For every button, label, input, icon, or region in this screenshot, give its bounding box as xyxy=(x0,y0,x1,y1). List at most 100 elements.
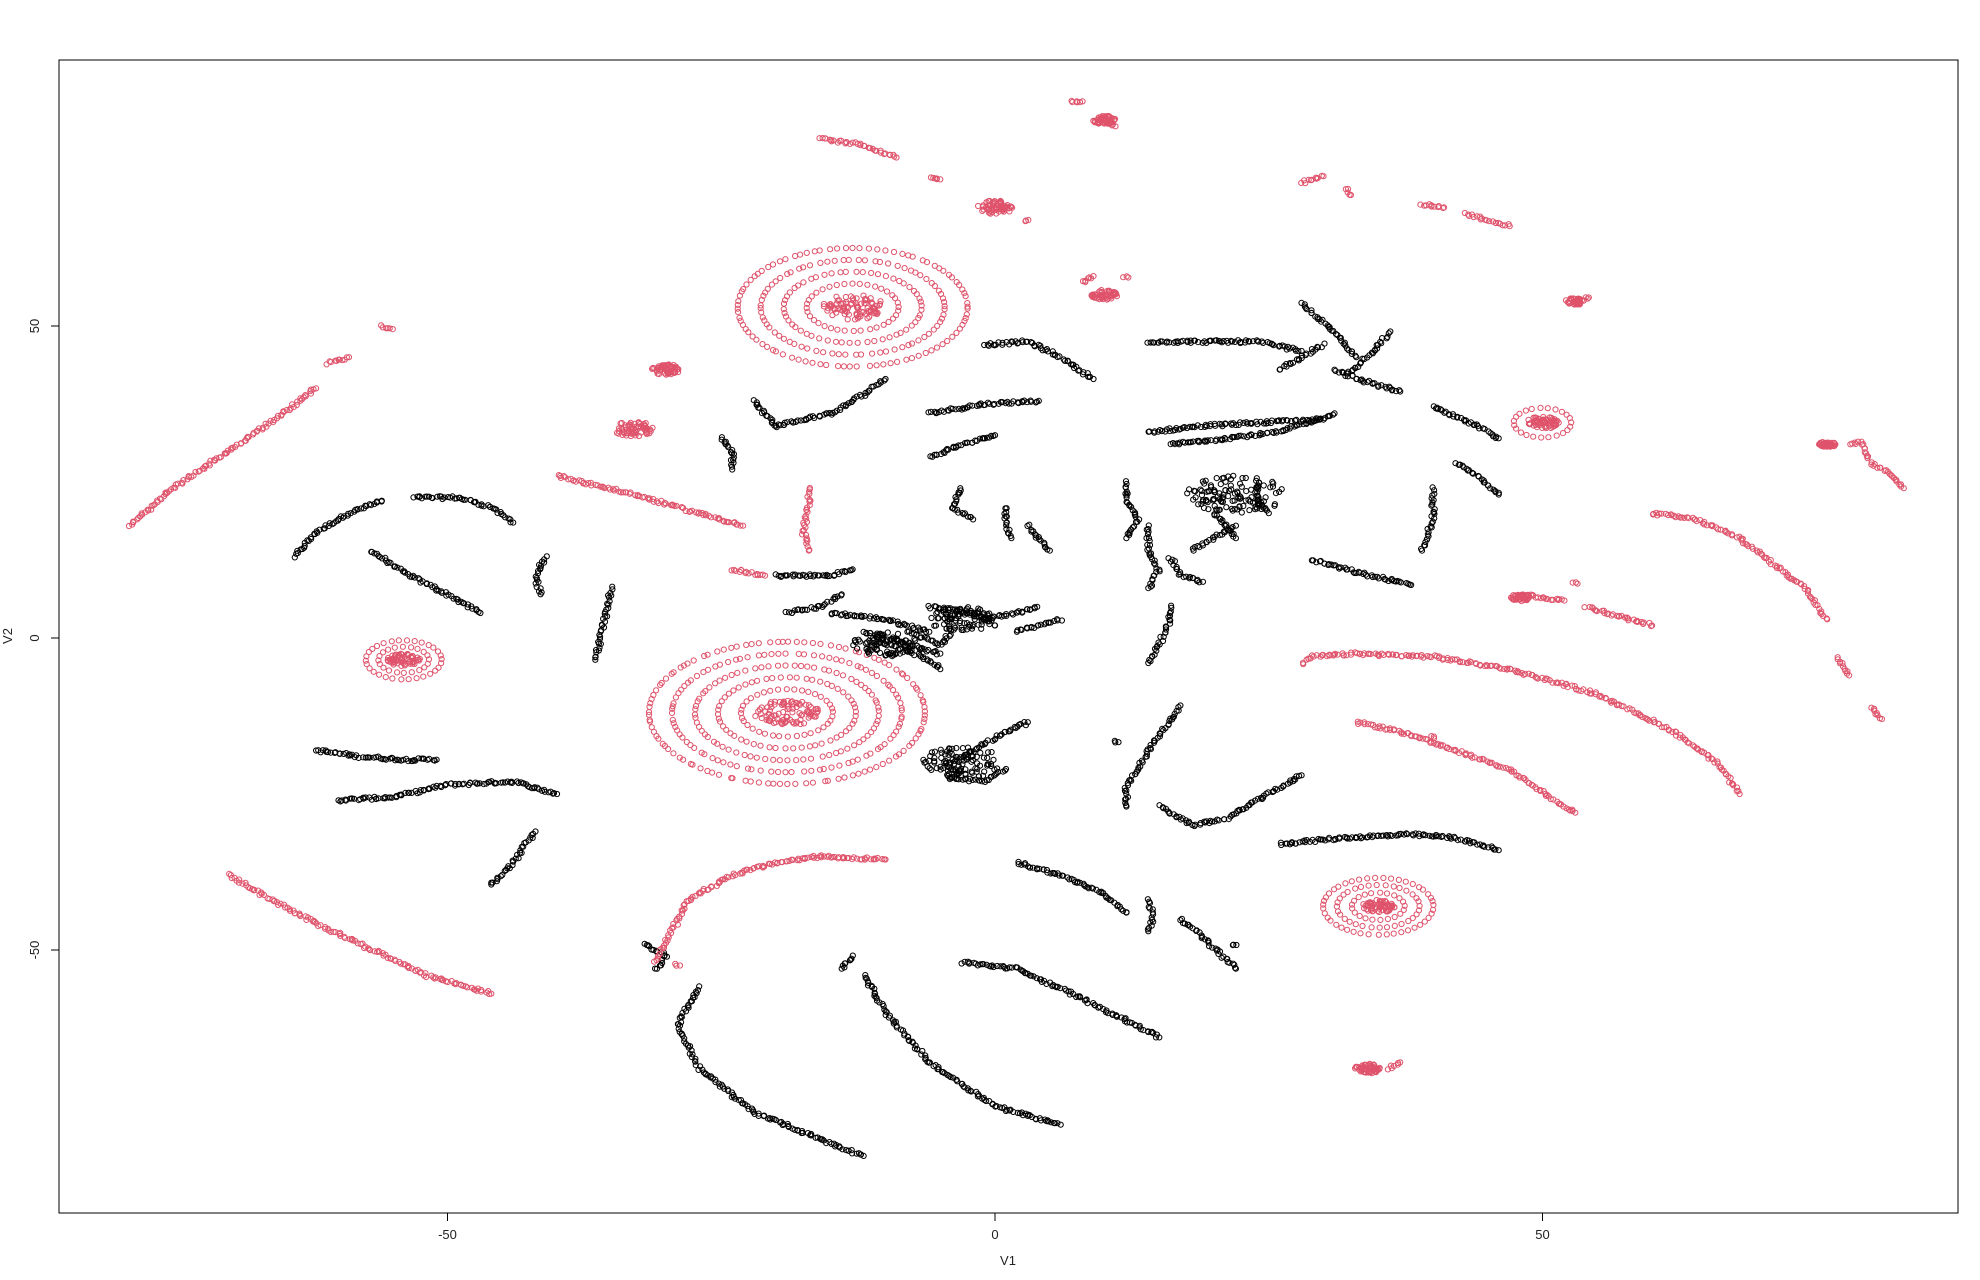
data-point xyxy=(1046,547,1053,554)
cluster-point xyxy=(659,362,666,369)
data-point xyxy=(870,856,877,863)
data-point xyxy=(1196,579,1203,586)
data-point xyxy=(988,432,995,439)
cluster-point xyxy=(797,716,804,724)
cluster-point xyxy=(868,299,875,306)
data-point xyxy=(283,406,290,414)
cluster-point xyxy=(829,350,836,357)
data-point xyxy=(1037,621,1044,628)
cluster-point xyxy=(896,277,903,285)
data-point xyxy=(1685,515,1692,522)
data-point xyxy=(1340,652,1347,659)
cluster-point xyxy=(1523,431,1530,439)
cluster-point xyxy=(764,343,771,350)
cluster-point xyxy=(963,311,970,318)
cluster-point xyxy=(653,687,660,694)
data-point xyxy=(1868,459,1875,466)
data-point xyxy=(1003,519,1010,526)
cluster-point xyxy=(840,689,847,696)
data-point xyxy=(864,389,871,396)
cluster-point xyxy=(680,756,687,763)
data-point xyxy=(1773,564,1781,572)
data-point xyxy=(1302,304,1309,312)
data-point xyxy=(445,591,452,598)
data-point xyxy=(1461,209,1469,217)
data-point xyxy=(810,854,818,861)
cluster-point xyxy=(791,686,798,693)
data-point xyxy=(1286,345,1293,352)
data-point xyxy=(1317,415,1324,422)
cluster-point xyxy=(791,340,798,347)
data-point xyxy=(1122,478,1130,485)
data-point xyxy=(969,776,976,784)
cluster-point xyxy=(698,727,705,734)
cluster-point xyxy=(886,334,893,341)
cluster-point xyxy=(700,669,707,676)
data-point xyxy=(1151,557,1158,564)
cluster-point xyxy=(820,765,827,773)
data-point xyxy=(1693,518,1700,525)
data-point xyxy=(1002,765,1010,773)
data-point xyxy=(1452,746,1459,754)
cluster-point xyxy=(398,656,405,663)
data-point xyxy=(1340,369,1347,376)
data-point xyxy=(1332,367,1339,374)
cluster-point xyxy=(748,641,755,648)
cluster-point xyxy=(820,300,828,308)
cluster-point xyxy=(837,269,844,276)
data-point xyxy=(904,628,911,635)
data-point xyxy=(201,465,208,472)
cluster-point xyxy=(782,297,789,304)
data-point xyxy=(1353,354,1360,361)
cluster-point xyxy=(1357,930,1364,937)
cluster-point xyxy=(809,359,816,366)
data-point xyxy=(310,386,317,393)
cluster-point xyxy=(761,651,768,658)
cluster-point xyxy=(780,335,788,342)
data-point xyxy=(1308,309,1315,316)
data-point xyxy=(1173,425,1180,432)
cluster-point xyxy=(1558,408,1566,415)
data-point xyxy=(1508,768,1515,775)
data-point xyxy=(1276,366,1283,373)
cluster-point xyxy=(898,670,906,677)
data-point xyxy=(858,856,865,863)
data-point xyxy=(1569,682,1576,689)
data-point xyxy=(520,780,527,787)
data-point xyxy=(1057,1121,1064,1128)
cluster-point xyxy=(642,423,649,430)
data-point xyxy=(138,510,145,517)
data-point xyxy=(912,1042,919,1049)
cluster-point xyxy=(1111,289,1118,297)
data-point xyxy=(843,138,850,146)
data-point xyxy=(405,789,412,796)
cluster-point xyxy=(680,662,688,669)
cluster-point xyxy=(725,690,733,697)
cluster-point xyxy=(742,667,749,674)
data-point xyxy=(999,341,1006,348)
data-point xyxy=(895,621,902,628)
data-point xyxy=(180,477,187,484)
cluster-point xyxy=(872,258,879,265)
cluster-point xyxy=(785,638,792,645)
data-point xyxy=(954,506,961,513)
data-point xyxy=(537,585,544,592)
cluster-point xyxy=(835,363,842,370)
cluster-point xyxy=(849,772,857,779)
cluster-point xyxy=(772,348,780,355)
data-point xyxy=(434,493,441,500)
cluster-point xyxy=(420,673,427,680)
cluster-point xyxy=(754,691,761,698)
data-point xyxy=(810,573,817,580)
data-point xyxy=(785,1123,792,1131)
cluster-point xyxy=(906,284,913,291)
data-point xyxy=(1298,299,1305,306)
cluster-point xyxy=(937,318,944,325)
cluster-point xyxy=(895,751,903,758)
data-point xyxy=(918,1051,925,1058)
cluster-point xyxy=(623,432,630,439)
data-point xyxy=(1065,988,1072,995)
data-point xyxy=(1640,619,1647,626)
cluster-point xyxy=(636,432,643,440)
